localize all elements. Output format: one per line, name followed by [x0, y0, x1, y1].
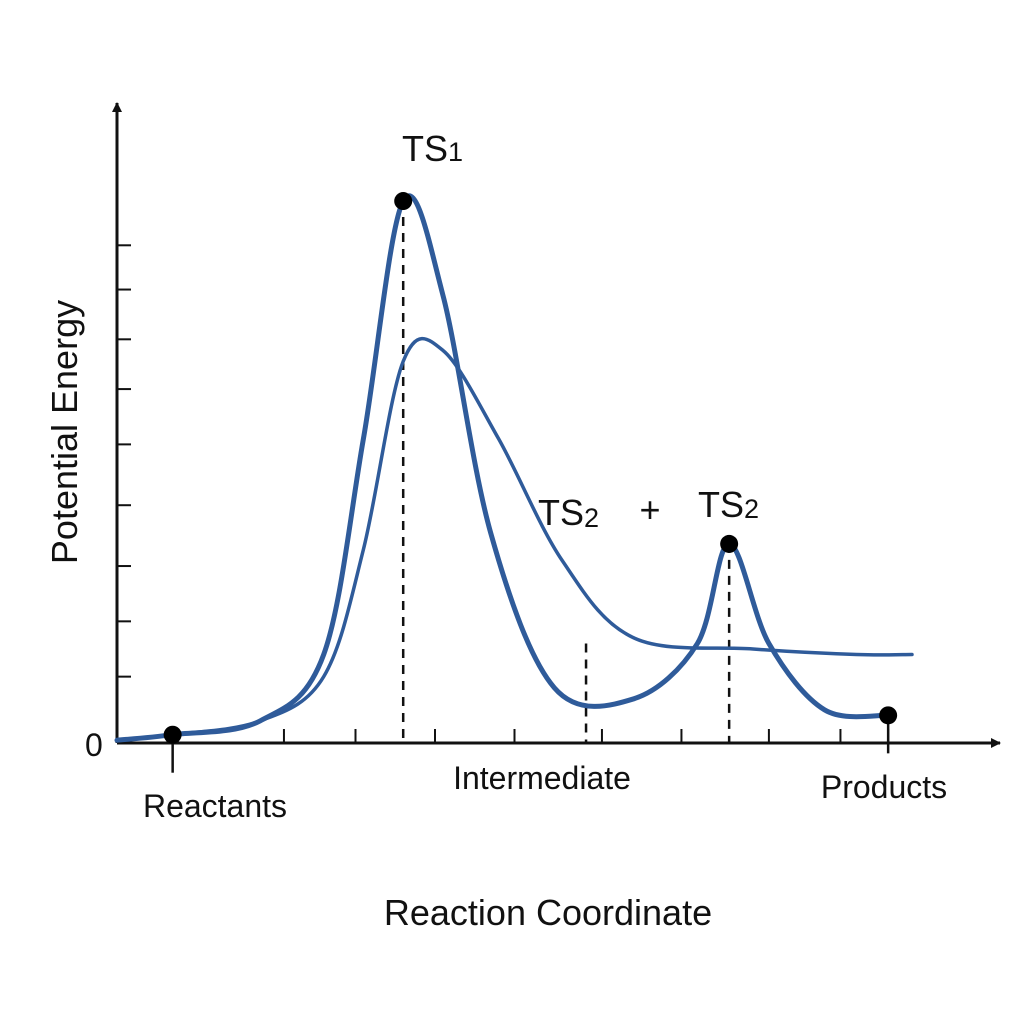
y-ticks	[117, 245, 131, 676]
products-label: Products	[821, 769, 947, 805]
ts1-label-sub: 1	[448, 137, 463, 167]
point-markers	[164, 192, 898, 773]
ts2-left-plus: +	[639, 489, 660, 530]
ts1-label-main: TS	[402, 128, 448, 169]
ts2-left-label: TS2	[538, 492, 599, 533]
ts2-label: TS2	[698, 484, 759, 525]
x-axis-title: Reaction Coordinate	[384, 892, 712, 933]
reactants-point	[164, 726, 182, 744]
y-tick-zero-label: 0	[85, 727, 103, 763]
main-path-curve	[117, 196, 888, 740]
ts2-label-main: TS	[698, 484, 744, 525]
dashed-lines	[403, 201, 729, 743]
ts2-left-label-sub: 2	[584, 503, 599, 533]
reaction-energy-diagram: 0 Potential Energy Reaction Coordinate R…	[0, 0, 1024, 1024]
ts2-point	[720, 535, 738, 553]
ts1-label: TS1	[402, 128, 463, 169]
products-point	[879, 706, 897, 724]
ts2-label-sub: 2	[744, 494, 759, 524]
ts1-point	[394, 192, 412, 210]
reactants-label: Reactants	[143, 788, 287, 824]
ts2-left-label-main: TS	[538, 492, 584, 533]
y-axis-title: Potential Energy	[44, 300, 85, 564]
intermediate-label: Intermediate	[453, 760, 631, 796]
